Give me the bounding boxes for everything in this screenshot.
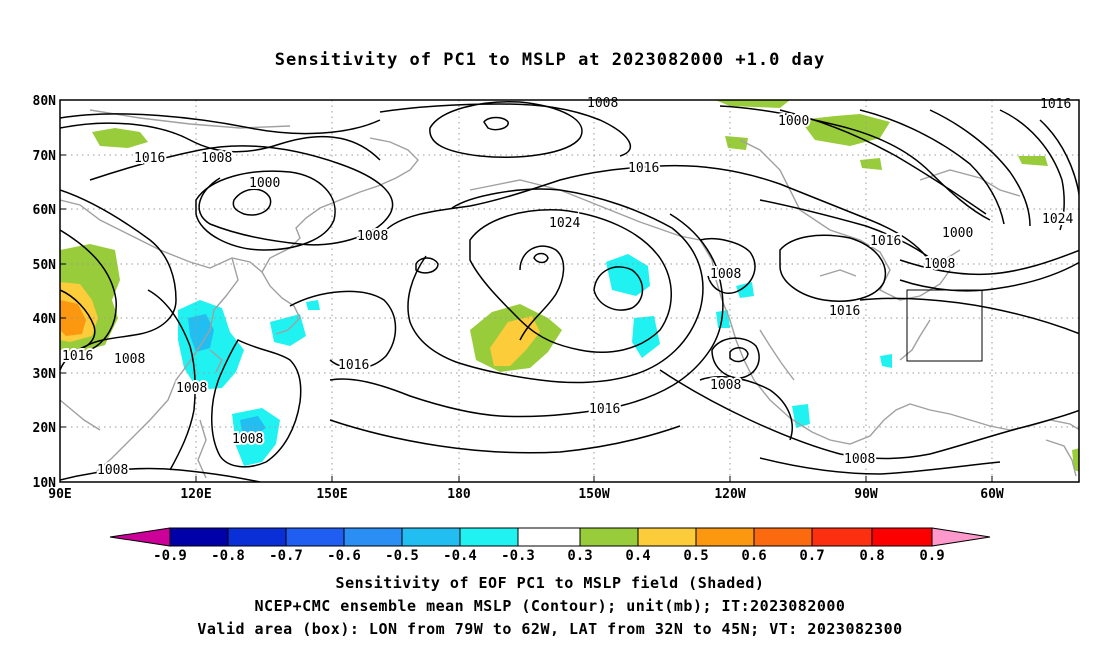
colorbar-label: 0.8 <box>859 548 884 564</box>
contour-label: 1008 <box>201 151 232 166</box>
colorbar-swatch <box>401 527 461 547</box>
lon-label: 90W <box>854 487 878 502</box>
colorbar-swatch <box>871 527 933 547</box>
contour-label: 1008 <box>924 257 955 272</box>
shade-negative-east-3 <box>736 282 754 298</box>
shade-negative-small <box>306 300 320 310</box>
shade-negative-japan-core <box>188 314 214 352</box>
shade-arctic-5 <box>1018 156 1048 166</box>
contour-label: 1000 <box>778 114 809 129</box>
contour-label: 1008 <box>176 381 207 396</box>
lon-label: 120E <box>180 487 211 502</box>
contour-label: 1000 <box>249 176 280 191</box>
colorbar-label: 0.3 <box>567 548 592 564</box>
contour-label: 1008 <box>710 378 741 393</box>
lon-label: 180 <box>447 487 471 502</box>
shade-arctic-6 <box>860 158 882 170</box>
colorbar-swatch <box>285 527 345 547</box>
shade-arctic-4 <box>725 136 748 150</box>
colorbar-label: -0.6 <box>327 548 361 564</box>
lon-label: 90E <box>48 487 71 502</box>
colorbar-label: 0.9 <box>919 548 944 564</box>
caption-line-1: Sensitivity of EOF PC1 to MSLP field (Sh… <box>335 574 765 592</box>
lon-label: 60W <box>980 487 1004 502</box>
colorbar-end-left <box>109 527 171 547</box>
colorbar-label: -0.4 <box>443 548 477 564</box>
lat-label: 70N <box>33 149 57 164</box>
lon-label: 120W <box>714 487 745 502</box>
contour-label: 1008 <box>97 463 128 478</box>
contour-label: 1008 <box>587 96 618 111</box>
contour-label: 1024 <box>549 216 580 231</box>
contour-label: 1000 <box>942 226 973 241</box>
colorbar-swatch <box>169 527 229 547</box>
colorbar-swatch <box>753 527 813 547</box>
caption-line-3: Valid area (box): LON from 79W to 62W, L… <box>197 620 903 638</box>
lat-label: 50N <box>33 258 57 273</box>
contour-label: 1016 <box>134 151 165 166</box>
lat-label: 40N <box>33 312 57 327</box>
contour-label: 1016 <box>589 402 620 417</box>
shade-arctic-2 <box>715 100 790 108</box>
contour-label: 1008 <box>114 352 145 367</box>
lat-label: 20N <box>33 421 57 436</box>
caption-line-2: NCEP+CMC ensemble mean MSLP (Contour); u… <box>254 597 846 615</box>
shade-positive-west-peak <box>60 300 86 336</box>
lat-label: 60N <box>33 203 57 218</box>
shade-negative-japan <box>178 300 244 390</box>
shade-arctic-1 <box>92 128 148 148</box>
lat-label: 10N <box>33 476 57 491</box>
colorbar-label: -0.8 <box>211 548 245 564</box>
contour-labels: 1008 1016 1016 1008 1000 1008 1000 1016 … <box>60 94 1075 480</box>
map-title: Sensitivity of PC1 to MSLP at 2023082000… <box>274 50 826 70</box>
colorbar-label: -0.3 <box>501 548 535 564</box>
shade-negative-east-2 <box>632 316 660 358</box>
colorbar-swatch <box>637 527 697 547</box>
colorbar-label: 0.5 <box>683 548 708 564</box>
colorbar-swatch <box>343 527 403 547</box>
colorbar-label: 0.7 <box>799 548 824 564</box>
colorbar-label: 0.4 <box>625 548 650 564</box>
contour-label: 1016 <box>338 358 369 373</box>
colorbar-label: 0.6 <box>741 548 766 564</box>
contour-label: 1016 <box>829 304 860 319</box>
lon-label: 150W <box>578 487 609 502</box>
colorbar-swatch <box>459 527 519 547</box>
colorbar-label: -0.7 <box>269 548 303 564</box>
contour-label: 1008 <box>710 267 741 282</box>
colorbar-label: -0.5 <box>385 548 419 564</box>
contour-label: 1016 <box>62 349 93 364</box>
shade-negative-south-core <box>240 416 266 436</box>
lat-label: 80N <box>33 94 57 109</box>
contour-label: 1008 <box>232 432 263 447</box>
contour-label: 1024 <box>1042 212 1073 227</box>
shade-negative-mex-2 <box>880 354 892 368</box>
colorbar-swatch <box>695 527 755 547</box>
contour-label: 1016 <box>628 161 659 176</box>
contour-label: 1008 <box>844 452 875 467</box>
colorbar-label: -0.9 <box>153 548 187 564</box>
lon-label: 150E <box>316 487 347 502</box>
shade-arctic-3 <box>800 114 890 146</box>
contour-label: 1016 <box>870 234 901 249</box>
lat-label: 30N <box>33 367 57 382</box>
colorbar-swatch <box>517 527 581 547</box>
colorbar-swatch <box>579 527 639 547</box>
colorbar-swatch <box>811 527 873 547</box>
contour-label: 1008 <box>357 229 388 244</box>
sensitivity-map: 1008 1016 1016 1008 1000 1008 1000 1016 … <box>33 94 1080 564</box>
colorbar-swatch <box>227 527 287 547</box>
valid-area-box <box>906 289 983 362</box>
shade-negative-east-4 <box>716 310 730 328</box>
colorbar-end-right <box>931 527 991 547</box>
shade-negative-east-1 <box>606 254 650 296</box>
colorbar <box>109 527 991 547</box>
mslp-contours <box>60 100 1079 482</box>
map-frame <box>59 99 1080 483</box>
